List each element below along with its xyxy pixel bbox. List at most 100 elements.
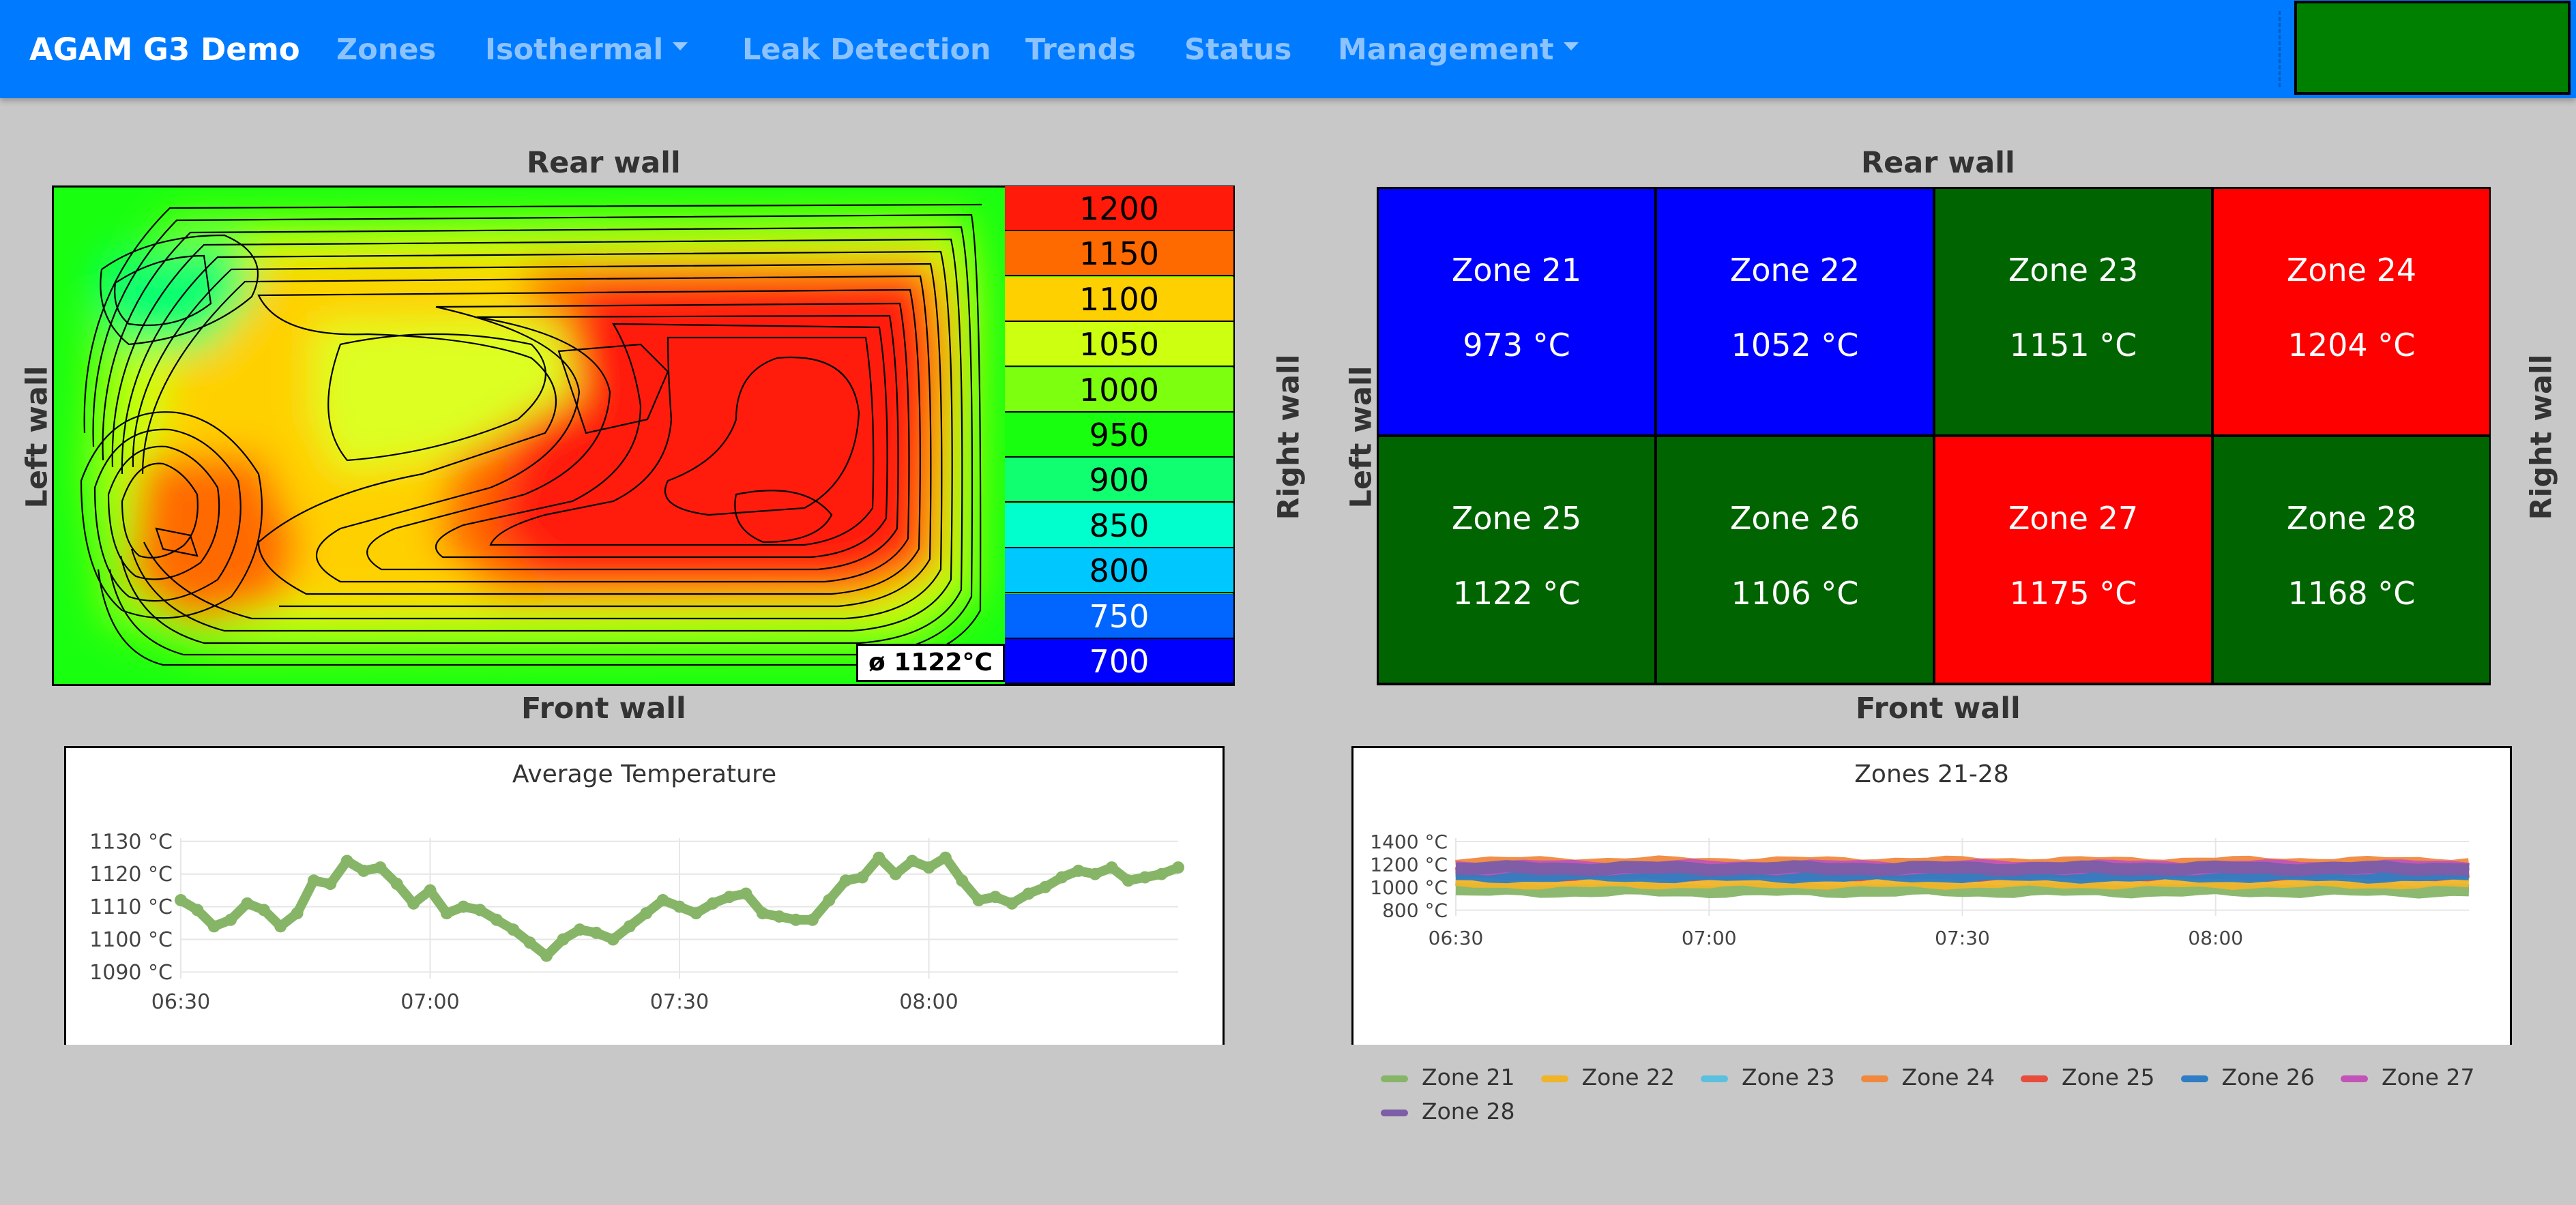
zone-temperature: 1052 °C [1731, 327, 1859, 363]
data-point [291, 907, 304, 920]
data-point [1039, 880, 1052, 893]
zone-tile[interactable]: Zone 25 1122 °C [1379, 437, 1654, 683]
legend-item[interactable]: Zone 25 [2021, 1060, 2155, 1095]
zone-name: Zone 27 [2008, 500, 2139, 537]
nav-zones[interactable]: Zones [336, 33, 436, 67]
legend-swatch [2341, 1075, 2368, 1082]
zones-front-wall-label: Front wall [1856, 691, 2021, 726]
brand-logo[interactable]: AGAM G3 Demo [29, 31, 300, 68]
scale-value: 800 [1005, 548, 1233, 594]
legend-swatch [2021, 1075, 2048, 1082]
data-point [723, 891, 736, 904]
heatmap-rear-wall-label: Rear wall [527, 146, 681, 180]
chart-title: Zones 21-28 [1854, 760, 2009, 788]
data-point [573, 923, 586, 936]
zone-name: Zone 24 [2286, 252, 2417, 288]
scale-value: 850 [1005, 503, 1233, 548]
data-point [740, 887, 752, 900]
zone-name: Zone 22 [1729, 252, 1860, 288]
zone-tile[interactable]: Zone 22 1052 °C [1657, 189, 1933, 434]
average-temperature-badge: ø 1122°C [856, 644, 1005, 682]
data-point [390, 878, 403, 891]
zone-tile[interactable]: Zone 27 1175 °C [1935, 437, 2211, 683]
nav-trends[interactable]: Trends [1025, 33, 1136, 67]
data-point [1122, 874, 1135, 887]
data-point [640, 907, 653, 920]
data-point [440, 907, 453, 920]
data-point [939, 851, 952, 864]
legend-item[interactable]: Zone 22 [1540, 1060, 1675, 1095]
data-point [956, 874, 969, 887]
y-tick-label: 1100 °C [89, 928, 173, 952]
data-point [241, 897, 254, 910]
scale-value: 1150 [1005, 231, 1233, 277]
zone-series-line [1455, 882, 2470, 899]
zone-tile[interactable]: Zone 21 973 °C [1379, 189, 1654, 434]
scale-value: 900 [1005, 458, 1233, 503]
data-point [307, 874, 320, 887]
legend-item[interactable]: Zone 28 [1381, 1095, 1515, 1129]
heatmap-contours [54, 188, 1009, 684]
data-point [257, 904, 270, 917]
x-tick-label: 07:00 [400, 990, 459, 1014]
y-tick-label: 1090 °C [89, 961, 173, 985]
data-point [1089, 867, 1102, 880]
data-point [175, 894, 187, 907]
y-tick-label: 1400 °C [1370, 831, 1448, 853]
data-point [922, 861, 935, 874]
heatmap-left-wall-label: Left wall [20, 366, 55, 509]
chevron-down-icon [1563, 42, 1579, 50]
data-point [523, 936, 536, 949]
data-point [407, 897, 420, 910]
x-tick-label: 07:30 [1935, 927, 1990, 949]
data-point [989, 891, 1001, 904]
zone-temperature: 1175 °C [2009, 575, 2137, 612]
data-point [1072, 864, 1085, 877]
zones-trend-chart: Zones 21-28 1400 °C 1200 °C 1000 °C 800 °C 0… [1351, 746, 2512, 1125]
data-point [507, 923, 520, 936]
data-point [756, 907, 769, 920]
data-point [789, 913, 802, 926]
scale-value: 1000 [1005, 367, 1233, 413]
data-point [1006, 897, 1019, 910]
data-point [191, 904, 204, 917]
legend-item[interactable]: Zone 21 [1381, 1060, 1515, 1095]
data-point [1022, 887, 1035, 900]
zone-tile[interactable]: Zone 28 1168 °C [2214, 437, 2489, 683]
legend-item[interactable]: Zone 23 [1701, 1060, 1835, 1095]
data-point [839, 874, 852, 887]
nav-management[interactable]: Management [1338, 33, 1579, 67]
legend-swatch [1381, 1075, 1408, 1082]
data-point [1139, 871, 1152, 884]
nav-leak-detection[interactable]: Leak Detection [742, 33, 991, 67]
nav-trends-label: Trends [1025, 33, 1136, 67]
zone-tile[interactable]: Zone 26 1106 °C [1657, 437, 1933, 683]
isothermal-heatmap[interactable] [52, 185, 1235, 686]
x-tick-label: 06:30 [151, 990, 210, 1014]
scale-value: 700 [1005, 639, 1233, 684]
legend-item[interactable]: Zone 24 [1860, 1060, 1995, 1095]
zone-temperature: 1106 °C [1731, 575, 1859, 612]
zone-tile[interactable]: Zone 24 1204 °C [2214, 189, 2489, 434]
average-temperature-plot[interactable]: 1130 °C 1120 °C 1110 °C 1100 °C 1090 °C 06:30… [66, 748, 1223, 1047]
zone-tile[interactable]: Zone 23 1151 °C [1935, 189, 2211, 434]
data-point [690, 907, 703, 920]
nav-status[interactable]: Status [1184, 33, 1291, 67]
zone-temperature: 1168 °C [2287, 575, 2416, 612]
data-point [856, 871, 869, 884]
chart-legend: Zone 21 Zone 22 Zone 23 Zone 24 Zone 25 Zone … [1381, 1060, 2506, 1129]
data-point [972, 894, 985, 907]
zone-name: Zone 23 [2008, 252, 2139, 288]
data-point [324, 878, 337, 891]
nav-isothermal[interactable]: Isothermal [485, 33, 688, 67]
heatmap-color-scale: 1200 1150 1100 1050 1000 950 900 850 800 750 700 [1005, 186, 1233, 685]
data-point [889, 867, 902, 880]
legend-item[interactable]: Zone 26 [2180, 1060, 2315, 1095]
zone-name: Zone 26 [1729, 500, 1860, 537]
data-point [224, 913, 237, 926]
legend-swatch [1860, 1075, 1888, 1082]
y-tick-label: 800 °C [1382, 899, 1448, 921]
legend-item[interactable]: Zone 27 [2341, 1060, 2475, 1095]
zones-rear-wall-label: Rear wall [1861, 146, 2015, 180]
